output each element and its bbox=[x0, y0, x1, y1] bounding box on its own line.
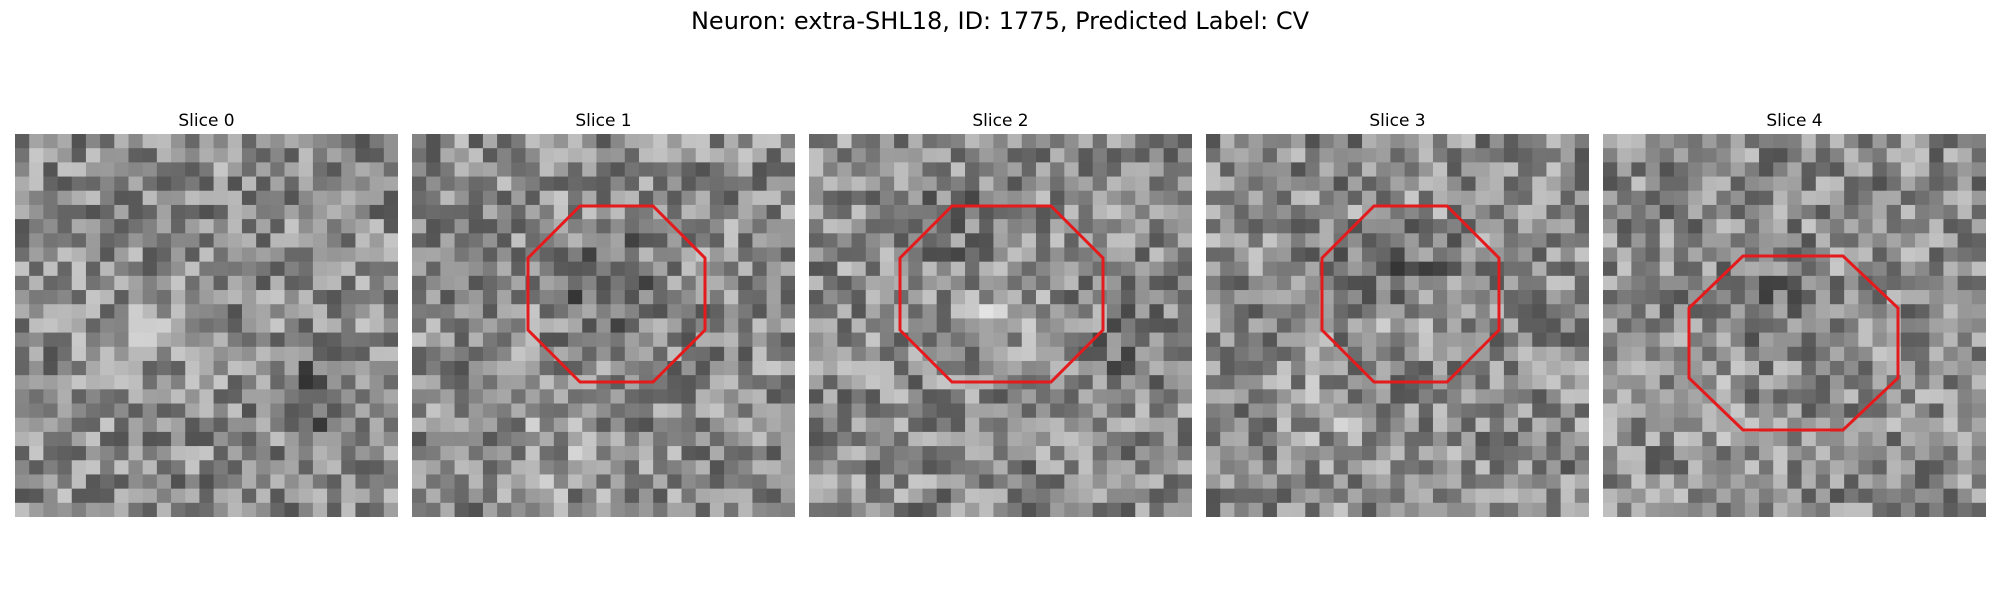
slice-image-4 bbox=[1603, 134, 1986, 517]
figure-title: Neuron: extra-SHL18, ID: 1775, Predicted… bbox=[690, 7, 1310, 35]
slice-image-3 bbox=[1206, 134, 1589, 517]
slice-panel-0: Slice 0 bbox=[15, 109, 398, 517]
roi-outline bbox=[898, 204, 1105, 384]
slice-title: Slice 0 bbox=[178, 111, 235, 131]
slice-panel-4: Slice 4 bbox=[1603, 109, 1986, 517]
slice-image-1 bbox=[412, 134, 795, 517]
roi-outline bbox=[1320, 204, 1501, 384]
slice-panel-2: Slice 2 bbox=[809, 109, 1192, 517]
roi-outline bbox=[526, 204, 707, 384]
slice-title: Slice 1 bbox=[575, 111, 632, 131]
roi-outline bbox=[1687, 254, 1900, 432]
slice-title: Slice 3 bbox=[1369, 111, 1426, 131]
slice-title: Slice 2 bbox=[972, 111, 1029, 131]
slice-image-2 bbox=[809, 134, 1192, 517]
slice-panel-3: Slice 3 bbox=[1206, 109, 1589, 517]
slice-panel-1: Slice 1 bbox=[412, 109, 795, 517]
slice-image-0 bbox=[15, 134, 398, 517]
slice-title: Slice 4 bbox=[1766, 111, 1823, 131]
